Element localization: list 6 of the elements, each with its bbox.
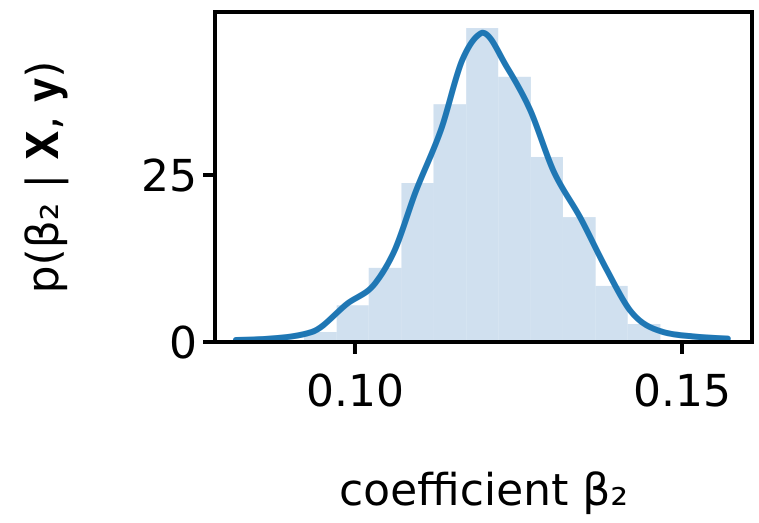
x-tick-label: 0.15 xyxy=(633,366,731,417)
y-tick-label: 0 xyxy=(169,318,197,369)
y-axis-title: p(β₂ | 𝐗, 𝐲) xyxy=(18,60,69,294)
y-tick-label: 25 xyxy=(141,150,197,202)
x-axis-title: coefficient β₂ xyxy=(338,465,628,516)
x-tick-label: 0.10 xyxy=(306,366,404,417)
